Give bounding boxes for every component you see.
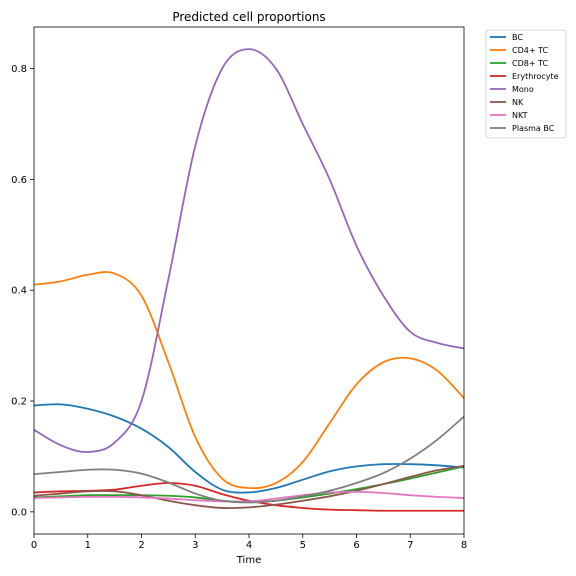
- legend-box: [485, 29, 567, 139]
- x-tick-label: 2: [138, 540, 144, 551]
- series-line-plasma-bc: [33, 415, 465, 504]
- series-line-nkt: [33, 490, 465, 503]
- y-tick-label: 0.2: [11, 397, 27, 408]
- y-tick-label: 0.6: [11, 175, 27, 186]
- legend-label: BC: [512, 33, 523, 42]
- chart-title: Predicted cell proportions: [172, 10, 325, 24]
- x-tick-label: 3: [192, 540, 198, 551]
- y-tick-label: 0.0: [11, 507, 27, 518]
- x-tick-label: 5: [300, 540, 306, 551]
- series-line-mono: [33, 48, 465, 453]
- x-tick-label: 8: [461, 540, 467, 551]
- x-tick-label: 7: [407, 540, 413, 551]
- legend-label: Erythrocyte: [512, 72, 559, 81]
- x-axis-label: Time: [236, 555, 261, 566]
- legend-label: CD8+ TC: [512, 59, 549, 68]
- legend-label: CD4+ TC: [512, 46, 549, 55]
- legend-items: BC CD4+ TC CD8+ TC Erythrocyte Mono NK NKT Plas…: [490, 33, 559, 133]
- legend-label: Mono: [512, 85, 534, 94]
- series-line-nk: [33, 464, 465, 510]
- legend: BC CD4+ TC CD8+ TC Erythrocyte Mono NK NKT Plas…: [485, 29, 567, 139]
- x-tick-label: 1: [85, 540, 91, 551]
- legend-label: NKT: [512, 111, 528, 120]
- x-tick-label: 4: [246, 540, 252, 551]
- x-tick-label: 6: [353, 540, 359, 551]
- ticks-layer: 0 1 2 3 4 5 6 7 8 0.0 0.2 0.4 0.6 0.8: [11, 64, 467, 551]
- series-layer: [33, 48, 465, 512]
- legend-label: Plasma BC: [512, 124, 555, 133]
- legend-label: NK: [512, 98, 524, 107]
- series-line-cd4-tc: [33, 271, 465, 490]
- series-line-bc: [33, 403, 465, 494]
- x-tick-label: 0: [31, 540, 37, 551]
- y-tick-label: 0.4: [11, 286, 27, 297]
- y-tick-label: 0.8: [11, 64, 27, 75]
- plot-frame: [33, 26, 465, 535]
